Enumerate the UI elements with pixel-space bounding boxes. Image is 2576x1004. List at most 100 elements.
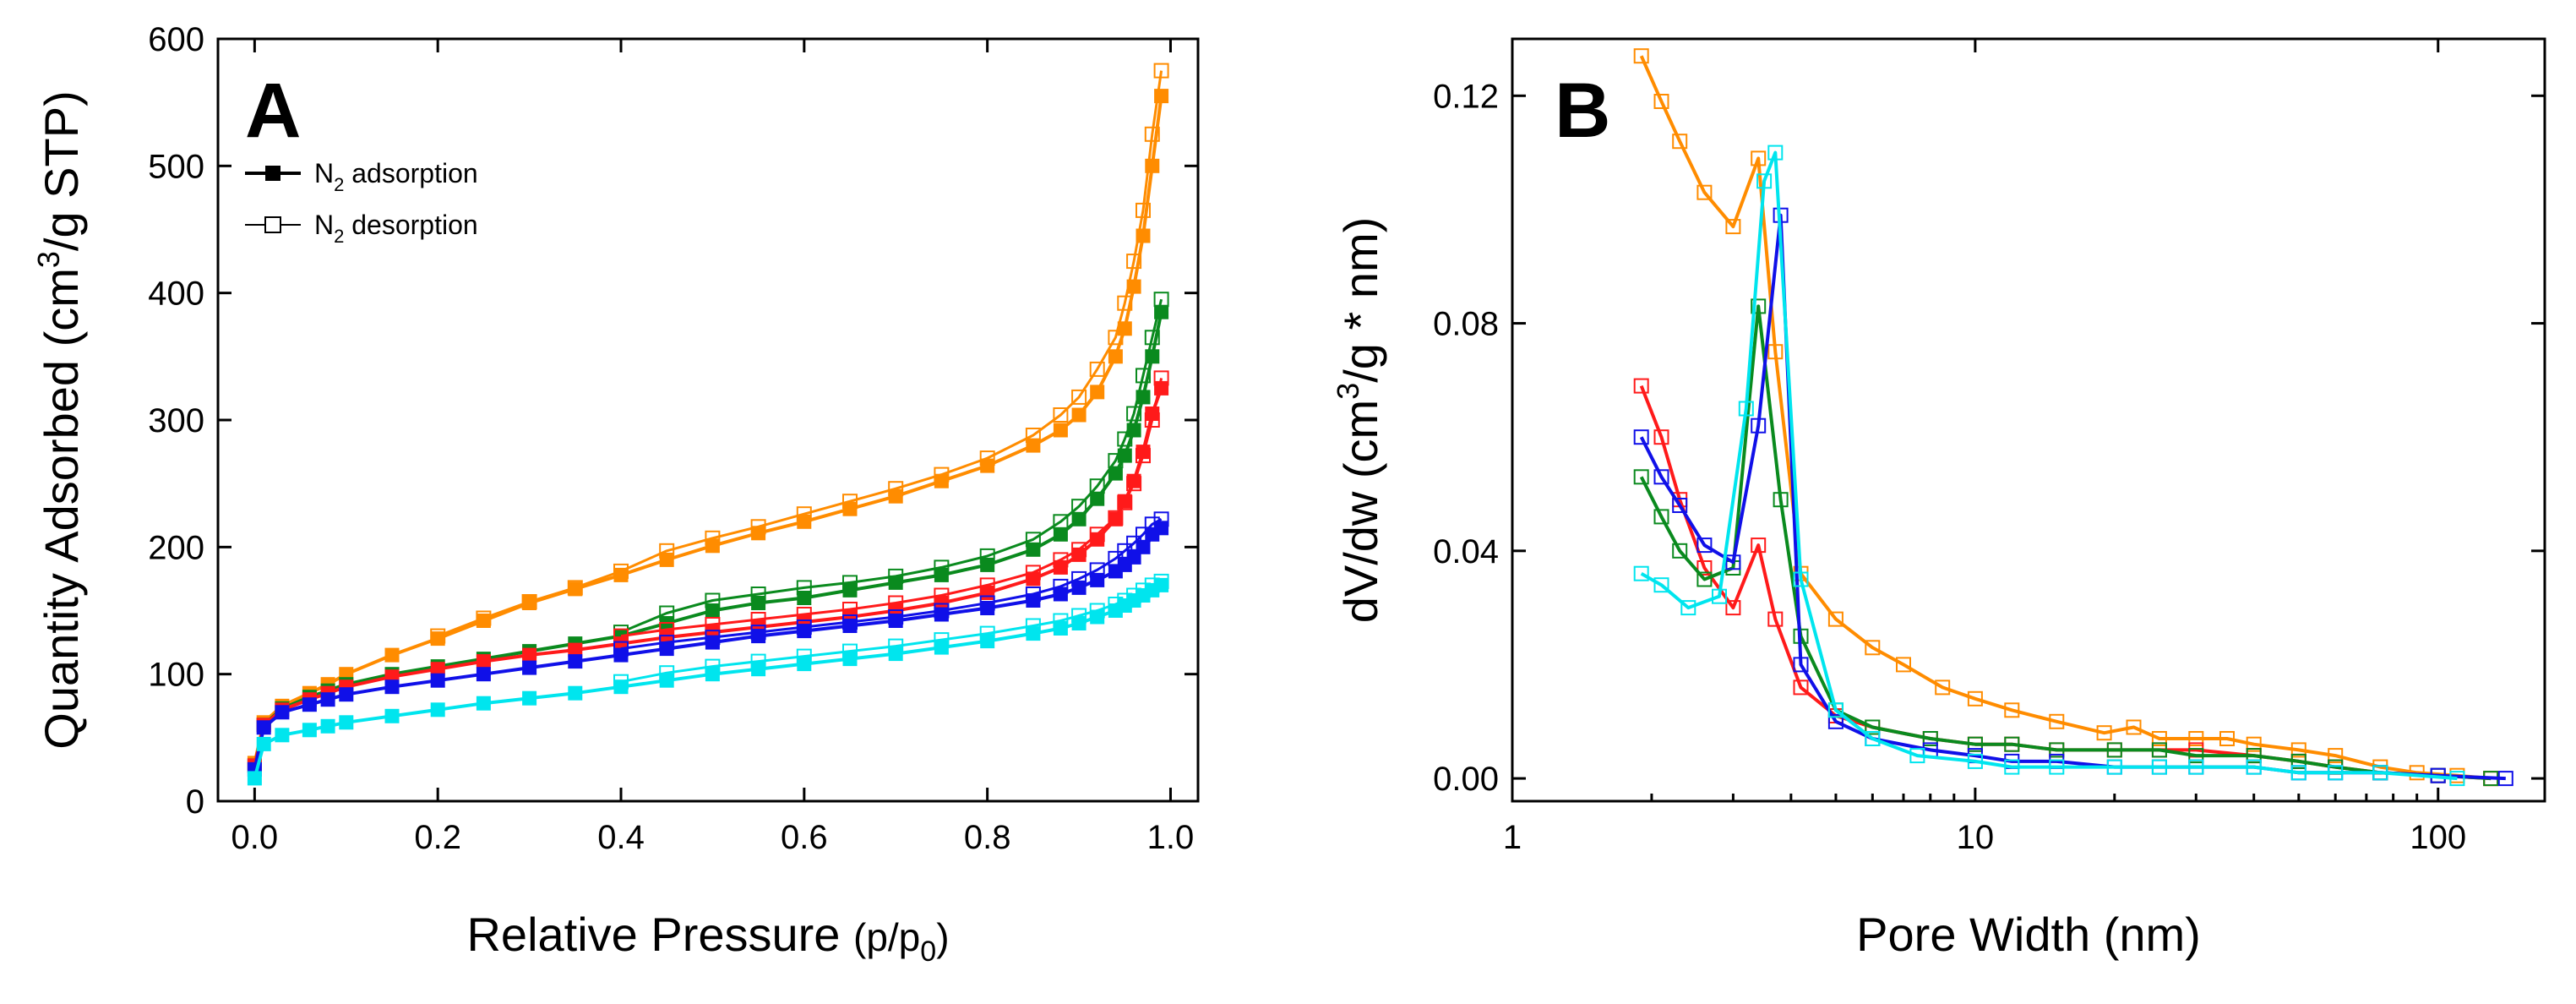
series-cyan-adsorption-point [1154, 577, 1169, 592]
legend-desorption-marker [264, 216, 281, 233]
series-orange-point [2290, 742, 2306, 758]
series-orange-point [2188, 731, 2204, 746]
series-orange-adsorption-point [1136, 228, 1151, 243]
series-orange-desorption-point [1089, 361, 1105, 377]
series-blue-adsorption-point [934, 607, 949, 622]
series-orange-adsorption-point [430, 631, 445, 647]
series-cyan-point [2004, 759, 2020, 775]
series-orange-adsorption-point [1090, 385, 1105, 400]
series-red-adsorption-point [1136, 445, 1151, 460]
panel-a-tick-labels: 0.0 0.2 0.4 0.6 0.8 1.0 0 100 200 300 400 500 600 [148, 21, 1194, 856]
series-orange-adsorption-line [253, 95, 1163, 764]
y-tick-label: 100 [148, 657, 204, 694]
series-cyan-adsorption-point [659, 673, 674, 688]
x-tick-label: 1 [1503, 819, 1522, 856]
series-orange-point [2328, 748, 2344, 764]
series-green-point [1672, 543, 1688, 559]
legend-adsorption-marker [265, 166, 280, 181]
series-orange-adsorption-point [842, 501, 858, 516]
series-blue-adsorption-point [1136, 539, 1151, 554]
series-green-point [2106, 742, 2122, 758]
series-orange-adsorption-point [888, 488, 903, 504]
panel-a-legend: N2 adsorption N2 desorption [245, 158, 478, 247]
series-cyan-adsorption-point [430, 702, 445, 718]
panel-a-xlabel: Relative Pressure (p/p0) [466, 908, 949, 968]
panel-b-series-layer [1633, 48, 2513, 787]
series-cyan-point [2449, 771, 2465, 787]
series-blue-adsorption-point [980, 601, 995, 615]
series-cyan-adsorption-point [568, 685, 583, 701]
series-green-adsorption-point [751, 596, 766, 610]
series-red-adsorption-point [1117, 494, 1132, 509]
series-orange-desorption [430, 63, 1169, 644]
x-tick-label: 100 [2410, 819, 2466, 856]
series-blue-adsorption-point [888, 614, 903, 628]
series-red-adsorption-point [1145, 407, 1160, 421]
series-blue-point [1696, 537, 1713, 554]
series-blue-adsorption-point [339, 687, 354, 702]
series-orange-adsorption-point [751, 526, 766, 541]
series-cyan-point [2246, 759, 2262, 775]
series-cyan-adsorption-point [1053, 621, 1068, 636]
series-blue-point [1751, 417, 1767, 434]
series-orange-adsorption-point [476, 614, 491, 628]
series-cyan-adsorption-point [705, 667, 720, 682]
series-cyan-adsorption-point [980, 634, 995, 649]
series-cyan-adsorption-point [339, 715, 354, 730]
legend-entry-adsorption: N2 adsorption [245, 158, 478, 195]
series-cyan-point [1793, 571, 1809, 587]
panel-a-letter: A [245, 68, 301, 154]
series-blue-adsorption-point [1026, 593, 1041, 608]
series-red-point [1751, 537, 1767, 554]
series-green-point [1967, 736, 1983, 752]
series-cyan-adsorption-point [797, 657, 812, 672]
series-cyan-point [1767, 145, 1784, 161]
series-orange-adsorption-point [613, 567, 629, 582]
panel-b-ticks [1511, 39, 2545, 801]
series-blue-adsorption-point [256, 720, 271, 735]
series-green-adsorption-point [1071, 511, 1086, 527]
series-cyan-adsorption-point [934, 640, 949, 655]
series-orange-adsorption-point [934, 473, 949, 488]
series-orange-adsorption-point [705, 538, 720, 554]
series-cyan-adsorption-point [247, 771, 262, 786]
series-cyan-point [2049, 759, 2065, 775]
series-orange-desorption-point [1136, 202, 1151, 218]
series-blue-adsorption-point [275, 705, 290, 720]
panel-b-xlabel: Pore Width (nm) [1856, 908, 2201, 961]
series-cyan-point [2188, 759, 2204, 775]
series-green-point [2290, 753, 2306, 769]
series-orange-adsorption-point [659, 552, 674, 567]
series-orange-adsorption-point [568, 581, 583, 597]
series-orange-desorption-point [1071, 389, 1087, 405]
series-red-adsorption-point [1053, 559, 1068, 575]
series-orange-point [2151, 731, 2167, 746]
x-tick-label: 0.6 [781, 819, 828, 856]
series-red-adsorption-point [980, 586, 995, 600]
series-green-adsorption-point [1154, 304, 1169, 319]
series-blue-adsorption-point [430, 673, 445, 688]
x-tick-label: 0.2 [414, 819, 461, 856]
series-orange-point [2126, 719, 2142, 735]
series-orange-adsorption-point [1026, 438, 1041, 453]
series-green-point [2004, 736, 2020, 752]
series-cyan-adsorption-point [1071, 616, 1086, 630]
series-green-point [1633, 469, 1649, 485]
series-orange-desorption-point [1153, 63, 1169, 79]
series-cyan-point [1909, 748, 1925, 764]
series-green-desorption-point [1136, 368, 1151, 384]
series-cyan-adsorption-point [275, 728, 290, 743]
series-cyan-point [1756, 173, 1773, 189]
series-cyan-point [2290, 765, 2306, 781]
series-green-adsorption-point [1090, 491, 1105, 506]
series-cyan-point [2151, 759, 2167, 775]
y-tick-label: 0.08 [1433, 306, 1499, 343]
series-blue-line [1639, 213, 2506, 781]
series-cyan-adsorption-point [476, 696, 491, 711]
series-green-adsorption-point [934, 567, 949, 582]
y-tick-label: 600 [148, 21, 204, 58]
panel-b-frame [1511, 37, 2546, 803]
series-orange-point [1767, 344, 1784, 360]
series-cyan-adsorption-point [1090, 609, 1105, 625]
